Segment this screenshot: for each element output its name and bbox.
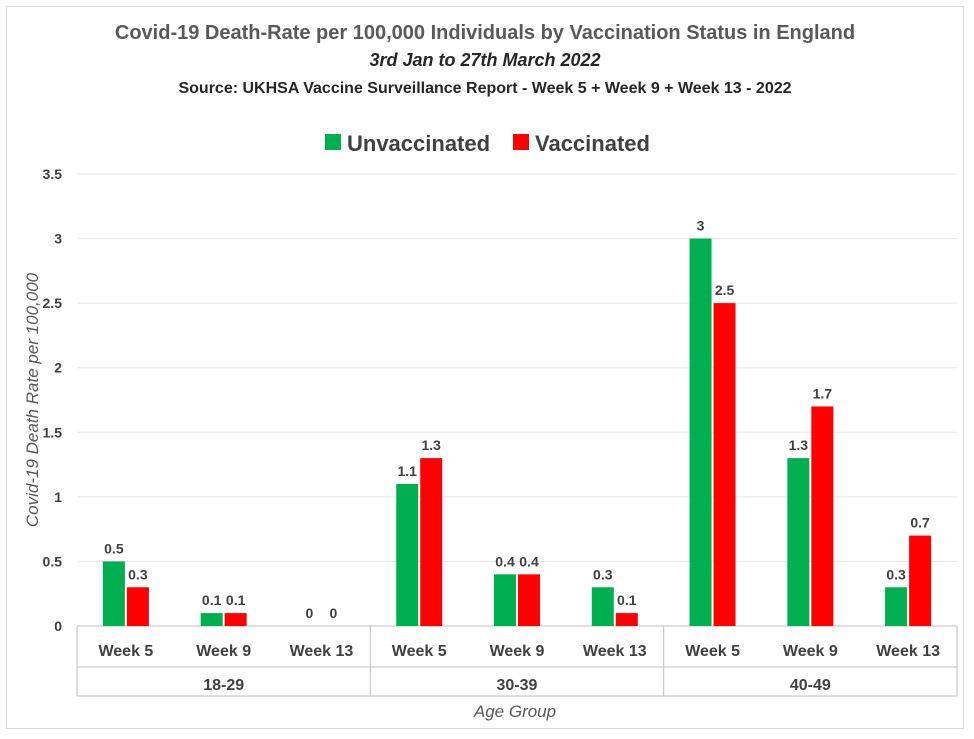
y-axis-label: Covid-19 Death Rate per 100,000	[23, 272, 42, 527]
legend-swatch-unvaccinated	[325, 134, 341, 150]
x-tick-label: Week 5	[392, 643, 447, 660]
legend-label-vaccinated: Vaccinated	[535, 131, 650, 156]
chart-source: Source: UKHSA Vaccine Surveillance Repor…	[178, 80, 791, 97]
y-tick-labels: 0 0.5 1 1.5 2 2.5 3 3.5	[43, 166, 63, 634]
x-axis-label: Age Group	[473, 702, 556, 721]
y-tick-label: 0	[54, 618, 62, 634]
x-tick-label: Week 9	[196, 643, 251, 660]
x-tick-label: Week 5	[685, 643, 740, 660]
x-tick-label: Week 5	[98, 643, 153, 660]
legend-swatch-vaccinated	[513, 134, 529, 150]
bar-unvaccinated	[787, 458, 810, 626]
data-label: 0.5	[104, 540, 124, 556]
data-label: 0	[306, 605, 314, 621]
bar-unvaccinated	[689, 238, 712, 627]
bar-vaccinated	[420, 458, 443, 626]
y-tick-label: 1.5	[43, 424, 63, 440]
x-tick-label: Week 9	[783, 643, 838, 660]
bar-vaccinated	[615, 613, 638, 626]
x-tick-label: Week 9	[490, 643, 545, 660]
group-label: 30-39	[497, 677, 538, 694]
x-tick-label: Week 13	[290, 643, 354, 660]
y-tick-label: 0.5	[43, 553, 63, 569]
bar-unvaccinated	[494, 574, 516, 626]
bar-vaccinated	[126, 587, 149, 626]
bar-unvaccinated	[102, 561, 125, 626]
bar-unvaccinated	[885, 587, 908, 626]
chart-subtitle: 3rd Jan to 27th March 2022	[369, 50, 600, 70]
legend-label-unvaccinated: Unvaccinated	[347, 131, 490, 156]
data-label: 1.3	[421, 437, 441, 453]
x-tick-label: Week 13	[583, 643, 647, 660]
data-label: 0	[330, 605, 338, 621]
bar-unvaccinated	[591, 587, 614, 626]
y-tick-label: 2.5	[43, 295, 63, 311]
group-labels: 18-29 30-39 40-49	[203, 677, 831, 694]
y-tick-label: 3.5	[43, 166, 63, 182]
data-label: 0.7	[910, 515, 930, 531]
bar-vaccinated	[713, 303, 736, 626]
bar-unvaccinated	[200, 613, 223, 626]
data-label: 0.1	[226, 592, 246, 608]
data-label: 0.4	[495, 553, 515, 569]
data-label: 0.3	[593, 566, 613, 582]
bars	[102, 238, 932, 627]
group-separators	[76, 626, 958, 697]
data-label: 2.5	[715, 282, 735, 298]
data-label: 0.3	[886, 566, 906, 582]
group-label: 18-29	[203, 677, 244, 694]
bar-vaccinated	[224, 613, 247, 626]
bar-vaccinated	[909, 535, 932, 626]
data-label: 0.1	[202, 592, 222, 608]
y-tick-label: 1	[54, 489, 62, 505]
data-label: 1.1	[397, 463, 417, 479]
data-label: 1.7	[813, 385, 833, 401]
bar-vaccinated	[811, 406, 834, 626]
x-tick-label: Week 13	[876, 643, 940, 660]
data-label: 0.4	[519, 553, 539, 569]
bar-unvaccinated	[396, 483, 419, 626]
data-label: 3	[697, 218, 705, 234]
group-label: 40-49	[790, 677, 831, 694]
bar-vaccinated	[518, 574, 540, 626]
chart-title: Covid-19 Death-Rate per 100,000 Individu…	[115, 22, 855, 44]
gridlines	[77, 173, 957, 627]
y-tick-label: 2	[54, 360, 62, 376]
data-label: 0.3	[128, 566, 148, 582]
x-tick-labels: Week 5 Week 9 Week 13 Week 5 Week 9 Week 13 We…	[98, 643, 940, 660]
data-label: 0.1	[617, 592, 637, 608]
data-label: 1.3	[789, 437, 809, 453]
data-labels: 0.50.30.1 0.10 01.11.30.4 0.40.30.132.51.31…	[104, 218, 930, 621]
y-tick-label: 3	[54, 231, 62, 247]
